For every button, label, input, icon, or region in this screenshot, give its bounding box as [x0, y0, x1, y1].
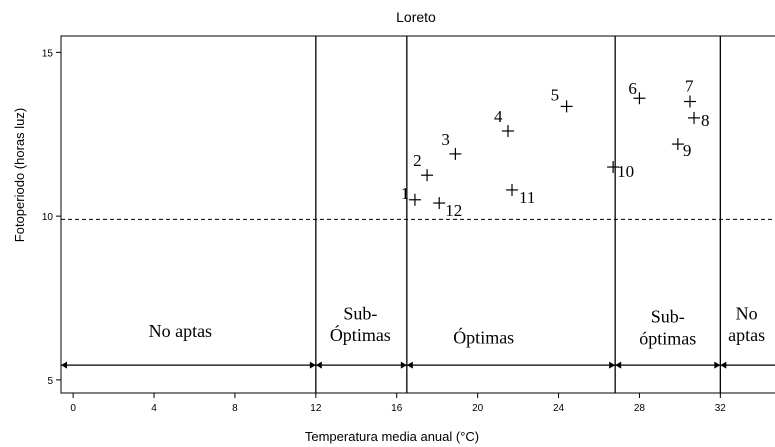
- x-tick-label: 28: [634, 403, 646, 414]
- arrow-head: [315, 361, 322, 369]
- zone-lines: [315, 36, 721, 393]
- point-label: 11: [519, 188, 535, 207]
- data-point: 2: [413, 151, 434, 182]
- point-label: 7: [685, 77, 694, 96]
- data-point: 6: [628, 79, 646, 105]
- y-axis: 5 10 15: [42, 48, 61, 387]
- point-label: 5: [551, 85, 560, 104]
- y-tick-label: 15: [42, 48, 54, 59]
- zone-label: No aptas: [728, 303, 765, 345]
- data-point: 4: [494, 107, 514, 137]
- arrow-head: [61, 361, 67, 369]
- zone-label: Sub-óptimas: [639, 307, 696, 349]
- point-label: 2: [413, 151, 422, 170]
- point-label: 3: [441, 130, 450, 149]
- data-point: 1: [401, 184, 421, 206]
- y-axis-label: Fotoperiodo (horas luz): [12, 108, 27, 242]
- zone-labels: No aptas Sub-Óptimas Óptimas Sub-óptimas No a…: [149, 303, 766, 348]
- arrow-head: [609, 361, 616, 369]
- point-label: 1: [401, 184, 410, 203]
- point-label: 12: [445, 201, 462, 220]
- arrow-head: [720, 361, 727, 369]
- x-tick-label: 12: [310, 403, 322, 414]
- data-point: 11: [506, 183, 535, 207]
- data-point: 9: [671, 138, 692, 160]
- arrow-head: [309, 361, 316, 369]
- x-tick-label: 4: [151, 403, 157, 414]
- point-label: 4: [494, 107, 503, 126]
- plot-frame: [60, 35, 775, 394]
- x-axis: 0 4 8 12 16 20 24 28 32: [70, 393, 726, 414]
- data-point: 3: [441, 130, 462, 160]
- arrow-head: [615, 361, 622, 369]
- x-tick-label: 16: [391, 403, 403, 414]
- data-point: 5: [551, 85, 573, 113]
- zone-label: No aptas: [149, 321, 212, 341]
- point-label: 8: [701, 111, 710, 130]
- x-tick-label: 24: [553, 403, 565, 414]
- data-point: 7: [683, 77, 696, 108]
- arrow-head: [400, 361, 407, 369]
- y-tick-label: 5: [47, 376, 53, 387]
- y-tick-label: 10: [42, 212, 54, 223]
- x-axis-label: Temperatura media anual (°C): [305, 429, 479, 444]
- zone-label: Óptimas: [453, 327, 514, 348]
- x-tick-label: 8: [232, 403, 238, 414]
- x-tick-label: 0: [70, 403, 76, 414]
- chart-title: Loreto: [396, 9, 436, 25]
- arrow-head: [714, 361, 721, 369]
- data-point: 8: [688, 111, 710, 130]
- zone-arrows: [61, 361, 775, 369]
- data-point: 10: [607, 161, 634, 181]
- point-label: 10: [617, 162, 634, 181]
- data-point: 12: [433, 197, 462, 220]
- x-tick-label: 20: [472, 403, 484, 414]
- arrow-head: [406, 361, 413, 369]
- point-label: 6: [628, 79, 637, 98]
- x-tick-label: 32: [715, 403, 727, 414]
- point-label: 9: [683, 141, 692, 160]
- zone-label: Sub-Óptimas: [330, 303, 391, 345]
